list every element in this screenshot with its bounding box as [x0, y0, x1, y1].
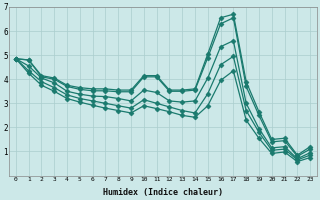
X-axis label: Humidex (Indice chaleur): Humidex (Indice chaleur): [103, 188, 223, 197]
